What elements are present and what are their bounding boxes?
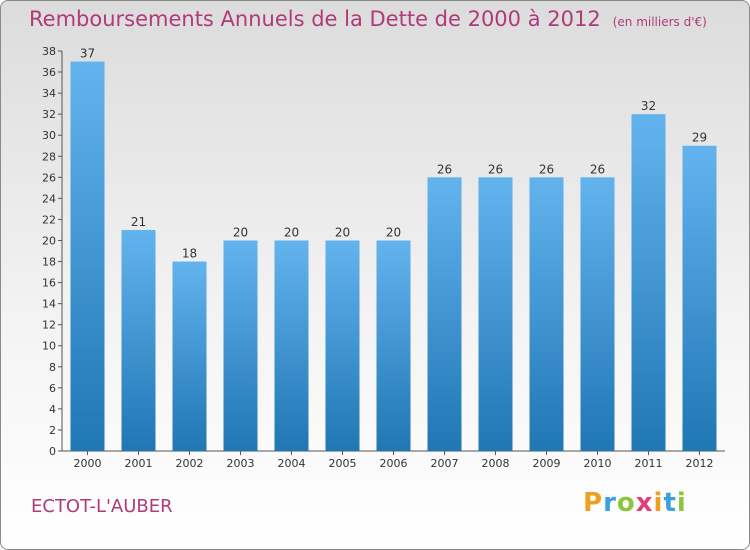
bar	[376, 240, 411, 451]
logo-letter: i	[676, 488, 687, 518]
x-tick-label: 2006	[380, 457, 408, 470]
bar-value-label: 32	[641, 99, 656, 113]
bar	[121, 229, 156, 451]
y-tick-label: 10	[42, 340, 56, 353]
y-tick-label: 0	[49, 445, 56, 458]
bar	[631, 114, 666, 451]
y-tick-label: 8	[49, 361, 56, 374]
x-tick-label: 2005	[329, 457, 357, 470]
y-tick-label: 22	[42, 213, 56, 226]
y-tick-label: 14	[42, 298, 56, 311]
x-tick-label: 2002	[176, 457, 204, 470]
x-tick-label: 2009	[533, 457, 561, 470]
y-tick-label: 2	[49, 424, 56, 437]
y-tick-label: 18	[42, 256, 56, 269]
logo-letter: o	[616, 488, 636, 518]
bar-value-label: 26	[488, 162, 503, 176]
y-tick-label: 12	[42, 319, 56, 332]
logo-letter: P	[583, 488, 604, 518]
bar-value-label: 37	[80, 47, 95, 61]
x-tick-label: 2008	[482, 457, 510, 470]
logo-letter: r	[603, 488, 617, 518]
proxiti-logo: Proxiti	[583, 488, 687, 518]
x-tick-label: 2000	[74, 457, 102, 470]
bar	[223, 240, 258, 451]
y-tick-label: 6	[49, 382, 56, 395]
y-tick-label: 16	[42, 277, 56, 290]
y-tick-label: 4	[49, 403, 56, 416]
bar	[529, 177, 564, 451]
x-tick-label: 2007	[431, 457, 459, 470]
commune-name: ECTOT-L'AUBER	[31, 496, 173, 517]
bar-value-label: 21	[131, 215, 146, 229]
y-tick-label: 28	[42, 150, 56, 163]
y-tick-label: 20	[42, 234, 56, 247]
x-tick-label: 2004	[278, 457, 306, 470]
y-tick-label: 24	[42, 192, 56, 205]
bar	[478, 177, 513, 451]
bar	[580, 177, 615, 451]
bar-value-label: 20	[386, 225, 401, 239]
bar	[70, 61, 105, 452]
bar-value-label: 18	[182, 247, 197, 261]
y-tick-label: 26	[42, 171, 56, 184]
y-tick-label: 30	[42, 129, 56, 142]
x-tick-label: 2012	[686, 457, 714, 470]
x-tick-label: 2010	[584, 457, 612, 470]
bar-value-label: 26	[590, 162, 605, 176]
bar-value-label: 26	[539, 162, 554, 176]
bars: 37 21 18 20 20 20 20 26 26 26 26 32 29	[70, 47, 717, 452]
logo-letter: t	[663, 488, 677, 518]
x-tick-label: 2001	[125, 457, 153, 470]
bar-value-label: 29	[692, 131, 707, 145]
y-tick-label: 38	[42, 45, 56, 58]
bar	[325, 240, 360, 451]
bar	[274, 240, 309, 451]
chart-title: Remboursements Annuels de la Dette de 20…	[29, 7, 707, 31]
logo-letter: x	[635, 488, 654, 518]
y-tick-label: 34	[42, 87, 56, 100]
bar	[427, 177, 462, 451]
x-tick-label: 2011	[635, 457, 663, 470]
y-tick-label: 36	[42, 66, 56, 79]
logo-letter: i	[653, 488, 664, 518]
title-text: Remboursements Annuels de la Dette de 20…	[29, 7, 601, 31]
bar	[682, 145, 717, 451]
x-tick-label: 2003	[227, 457, 255, 470]
bar-value-label: 26	[437, 162, 452, 176]
bar-value-label: 20	[233, 225, 248, 239]
bar-value-label: 20	[284, 225, 299, 239]
bar	[172, 261, 207, 451]
y-tick-label: 32	[42, 108, 56, 121]
bar-value-label: 20	[335, 225, 350, 239]
chart-subtitle: (en milliers d'€)	[612, 15, 707, 29]
